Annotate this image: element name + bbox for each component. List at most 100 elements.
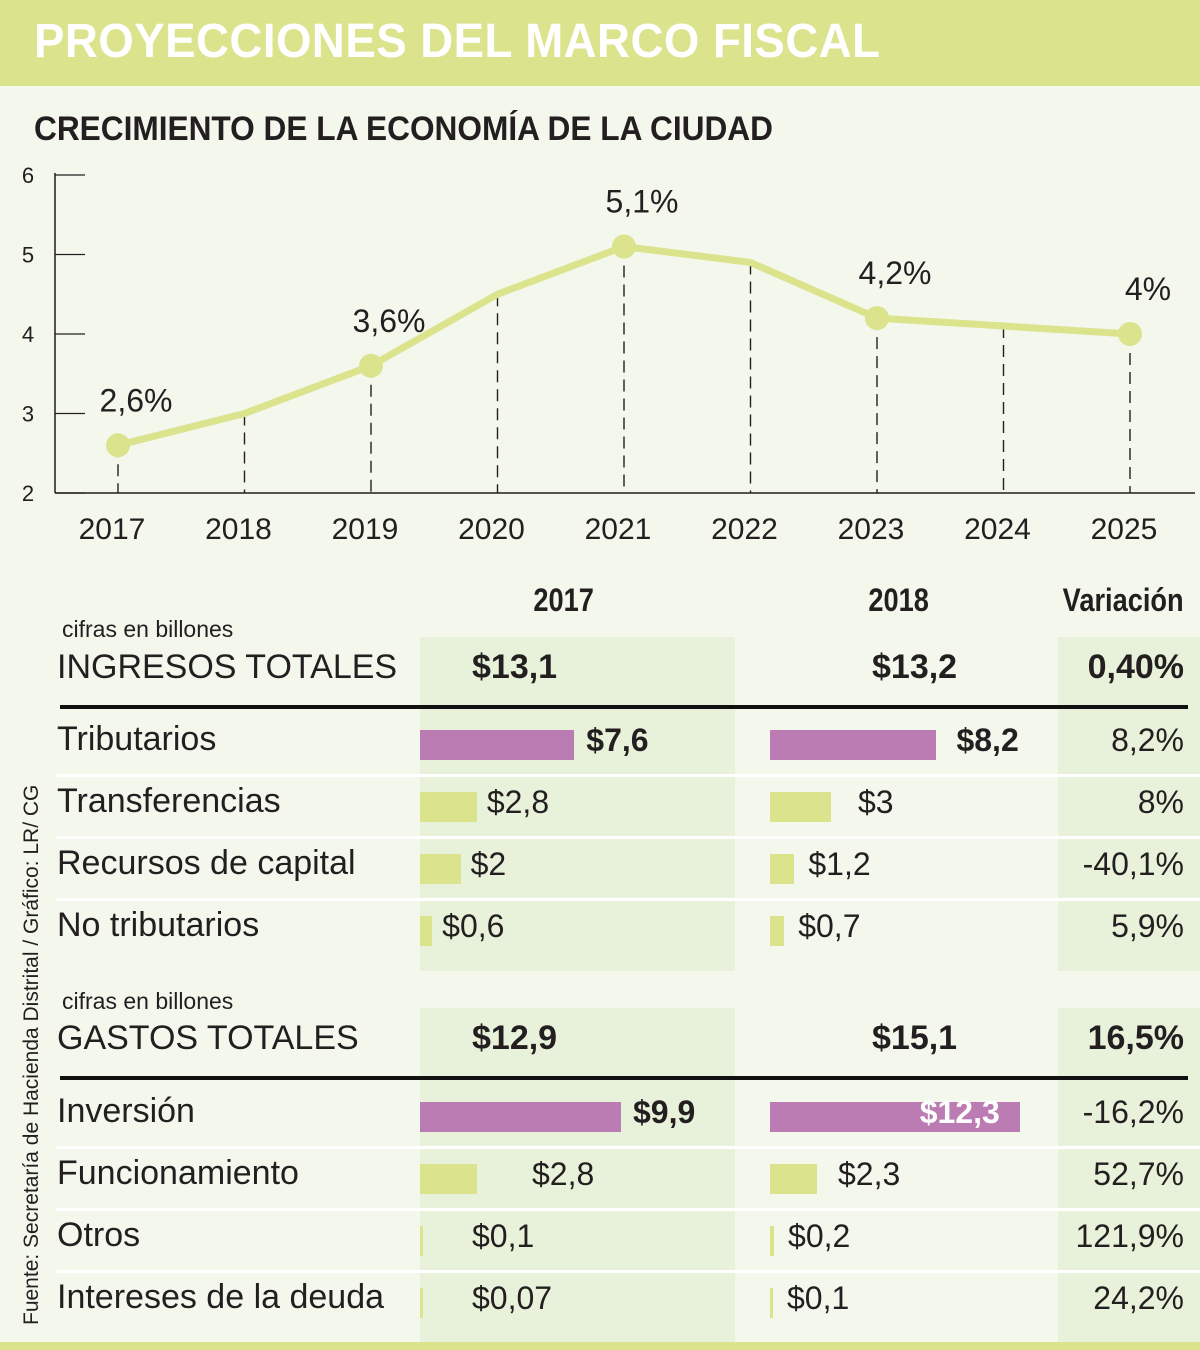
ingresos-row-separator [56, 836, 1200, 839]
source-credit: Fuente: Secretaría de Hacienda Distrital… [20, 784, 43, 1325]
data-label: 2,6% [100, 382, 173, 418]
y-tick-label: 5 [22, 243, 34, 268]
ingresos-value-2017: $2,8 [486, 784, 550, 820]
gastos-bar-2018 [770, 1102, 1020, 1132]
data-point [1118, 322, 1142, 346]
data-point [865, 306, 889, 331]
x-tick-label: 2017 [79, 513, 146, 546]
data-point [612, 234, 636, 259]
ingresos-value-2018: $0,7 [798, 908, 861, 944]
ingresos-value-2018: $3 [858, 784, 894, 820]
gastos-variation: 24,2% [1093, 1280, 1184, 1316]
x-tick-label: 2024 [964, 513, 1031, 546]
col-header-2017: 2017 [533, 582, 594, 618]
gastos-value-2018: $12,3 [919, 1094, 1000, 1130]
gastos-totales-label: GASTOS TOTALES [57, 1019, 359, 1057]
ingresos-bar-2018 [770, 916, 785, 946]
ingresos-variation: -40,1% [1082, 846, 1184, 882]
x-tick-label: 2022 [711, 513, 778, 546]
gastos-row-separator [56, 1208, 1200, 1211]
ingresos-rule [60, 705, 1188, 709]
x-tick-label: 2019 [332, 513, 399, 546]
ingresos-bar-2017 [420, 730, 575, 760]
ingresos-bar-2018 [770, 730, 937, 760]
gastos-bar-2017 [420, 1164, 477, 1194]
ingresos-value-2017: $0,6 [442, 908, 505, 944]
units-note-gastos: cifras en billones [62, 988, 234, 1014]
ingresos-totales-label: INGRESOS TOTALES [57, 648, 398, 686]
gastos-row-separator [56, 1270, 1200, 1273]
ingresos-bar-2017 [420, 916, 433, 946]
x-tick-label: 2025 [1091, 513, 1158, 546]
gastos-value-2017: $0,07 [472, 1280, 553, 1316]
gastos-bar-2018 [770, 1288, 773, 1318]
ingresos-row-separator [56, 898, 1200, 901]
ingresos-variation: 8% [1137, 784, 1184, 820]
ingresos-value-2018: $1,2 [808, 846, 871, 882]
ingresos-row-label: Tributarios [57, 720, 217, 758]
data-label: 5,1% [606, 184, 679, 220]
ingresos-row-label: Recursos de capital [57, 844, 356, 882]
ingresos-value-2018: $8,2 [956, 722, 1019, 758]
gastos-rule [60, 1076, 1188, 1080]
ingresos-bar-2018 [770, 854, 795, 884]
ingresos-variation: 0,40% [1087, 648, 1184, 686]
x-tick-label: 2020 [458, 513, 525, 546]
gastos-row-label: Funcionamiento [57, 1154, 299, 1192]
data-label: 4% [1125, 271, 1171, 307]
gastos-value-2018: $0,1 [787, 1280, 850, 1316]
gastos-variation: 121,9% [1075, 1218, 1184, 1254]
gastos-row-label: Otros [57, 1216, 141, 1254]
gastos-row-label: Intereses de la deuda [57, 1278, 385, 1316]
ingresos-value-2017: $7,6 [586, 722, 649, 758]
gastos-row-label: Inversión [57, 1092, 195, 1130]
gastos-variation: -16,2% [1082, 1094, 1184, 1130]
col-variation-bg-gastos [1058, 1008, 1200, 1342]
gastos-value-2018: $0,2 [788, 1218, 851, 1254]
col-variation-bg-ingresos [1058, 637, 1200, 971]
y-tick-label: 2 [22, 481, 34, 506]
gastos-bar-2017 [420, 1226, 423, 1256]
x-tick-label: 2021 [585, 513, 652, 546]
data-point [106, 433, 130, 458]
gastos-value-2017: $2,8 [532, 1156, 595, 1192]
gastos-variation: 52,7% [1093, 1156, 1184, 1192]
gastos-value-2017: $9,9 [632, 1094, 696, 1130]
x-tick-label: 2018 [205, 513, 272, 546]
ingresos-row-separator [56, 774, 1200, 777]
ingresos-bar-2017 [420, 792, 477, 822]
ingresos-total-2017: $13,1 [472, 648, 558, 686]
ingresos-variation: 5,9% [1111, 908, 1184, 944]
y-tick-label: 4 [22, 322, 34, 347]
y-tick-label: 6 [22, 163, 34, 188]
units-note-ingresos: cifras en billones [62, 616, 234, 642]
gastos-total-2017: $12,9 [472, 1019, 558, 1057]
gastos-bar-2017 [420, 1288, 423, 1318]
gastos-total-2018: $15,1 [872, 1019, 958, 1057]
data-point [359, 353, 383, 378]
gastos-bar-2017 [420, 1102, 621, 1132]
data-label: 3,6% [353, 303, 426, 339]
ingresos-row-label: No tributarios [57, 906, 260, 944]
gastos-bar-2018 [770, 1164, 817, 1194]
data-label: 4,2% [859, 255, 932, 291]
page-title: PROYECCIONES DEL MARCO FISCAL [34, 15, 881, 68]
ingresos-variation: 8,2% [1111, 722, 1184, 758]
x-tick-label: 2023 [838, 513, 905, 546]
ingresos-total-2018: $13,2 [872, 648, 958, 686]
ingresos-row-label: Transferencias [57, 782, 281, 820]
gastos-row-separator [56, 1146, 1200, 1149]
ingresos-bar-2017 [420, 854, 461, 884]
ingresos-value-2017: $2 [470, 846, 507, 882]
col-header-2018: 2018 [868, 582, 929, 618]
y-tick-label: 3 [22, 402, 34, 427]
gastos-bar-2018 [770, 1226, 775, 1256]
header-banner: PROYECCIONES DEL MARCO FISCAL [0, 0, 1200, 86]
growth-line-chart: 2 3 4 5 6 2017 2018 2019 2020 2021 2022 2023 2024 202… [22, 163, 1195, 546]
col-header-variation: Variación [1062, 582, 1184, 618]
gastos-variation: 16,5% [1087, 1019, 1184, 1057]
footer-bar [0, 1342, 1200, 1350]
gastos-value-2017: $0,1 [472, 1218, 535, 1254]
ingresos-bar-2018 [770, 792, 831, 822]
gastos-value-2018: $2,3 [838, 1156, 901, 1192]
